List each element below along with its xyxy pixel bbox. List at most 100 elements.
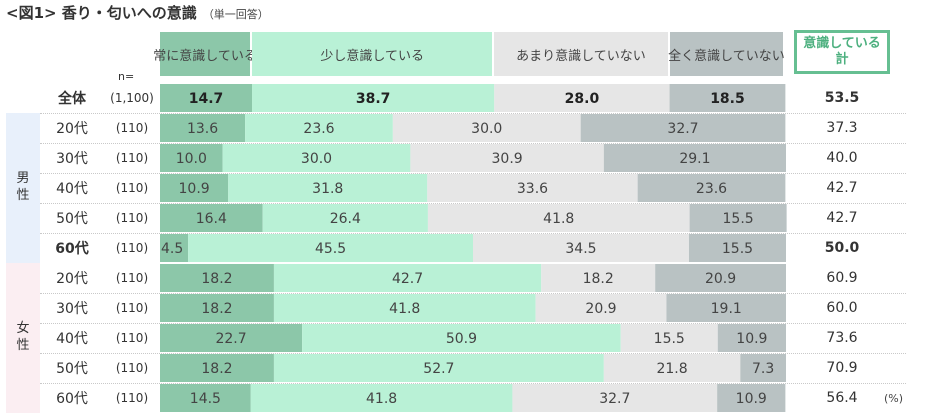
row-separator <box>40 353 906 354</box>
bar-value-label: 13.6 <box>187 121 218 137</box>
bar-segment <box>262 204 428 232</box>
bar-value-label: 30.0 <box>301 151 332 167</box>
bar-value-label: 29.1 <box>679 151 710 167</box>
row-separator <box>40 203 906 204</box>
chart-title-note: （単一回答） <box>202 8 269 21</box>
bar-value-label: 23.6 <box>696 181 727 197</box>
bar-value-label: 26.4 <box>330 211 361 227</box>
n-label: n= <box>118 70 135 83</box>
row-total: 70.9 <box>826 360 858 376</box>
bar-segment <box>427 204 690 232</box>
group-label-char: 性 <box>16 188 30 203</box>
bar-value-label: 41.8 <box>389 301 420 317</box>
bar-value-label: 15.5 <box>722 241 753 257</box>
bar-segment <box>160 174 229 202</box>
bar-value-label: 14.5 <box>190 391 221 407</box>
chart-title: <図1> 香り・匂いへの意識 （単一回答） <box>6 2 269 23</box>
bar-value-label: 10.9 <box>736 331 767 347</box>
bar-segment <box>160 354 274 382</box>
row-total: 73.6 <box>826 330 858 346</box>
bar-segment <box>688 234 786 262</box>
bar-segment <box>669 84 786 112</box>
bar-segment <box>603 354 741 382</box>
bar-value-label: 14.7 <box>189 91 224 107</box>
bar-segment <box>494 84 670 112</box>
bar-value-label: 20.9 <box>585 301 616 317</box>
row-label: 50代 <box>56 211 88 227</box>
bar-segment <box>580 114 786 142</box>
row-n: (110) <box>115 271 149 285</box>
total-column-header: 意識している 計 <box>794 30 890 74</box>
bar-value-label: 18.2 <box>583 271 614 287</box>
bar-value-label: 10.9 <box>179 181 210 197</box>
legend-item-4: 全く意識していない <box>668 32 785 76</box>
bar-value-label: 20.9 <box>705 271 736 287</box>
row-total: 40.0 <box>826 150 858 166</box>
bar-segment <box>273 354 604 382</box>
bar-value-label: 34.5 <box>565 241 596 257</box>
unit-label: (%) <box>884 392 904 405</box>
row-total: 53.5 <box>824 90 860 106</box>
row-separator <box>40 323 906 324</box>
row-total: 42.7 <box>826 180 858 196</box>
bar-value-label: 30.0 <box>471 121 502 137</box>
row-n: (110) <box>115 151 149 165</box>
bar-value-label: 15.5 <box>723 211 754 227</box>
total-header-line-1: 意識している <box>803 35 881 51</box>
row-n: (110) <box>115 391 149 405</box>
group-label-char: 性 <box>16 338 30 353</box>
bar-value-label: 18.2 <box>201 301 232 317</box>
row-n: (1,100) <box>110 91 154 105</box>
bar-segment <box>427 174 638 202</box>
bar-value-label: 23.6 <box>303 121 334 137</box>
row-separator <box>40 143 906 144</box>
bar-segment <box>620 324 718 352</box>
bar-segment <box>160 324 303 352</box>
bar-value-label: 15.5 <box>654 331 685 347</box>
row-separator <box>40 293 906 294</box>
row-label: 50代 <box>56 361 88 377</box>
row-separator <box>40 233 906 234</box>
row-label: 20代 <box>56 121 88 137</box>
bar-segment <box>512 384 718 412</box>
group-label-1: 男性 <box>6 113 40 263</box>
bar-value-label: 21.8 <box>656 361 687 377</box>
row-n: (110) <box>115 241 149 255</box>
bar-value-label: 32.7 <box>599 391 630 407</box>
bar-value-label: 50.9 <box>446 331 477 347</box>
bar-segment <box>410 144 604 172</box>
group-label-char: 女 <box>16 321 30 337</box>
bar-value-label: 28.0 <box>565 91 600 107</box>
bar-value-label: 30.9 <box>492 151 523 167</box>
row-n: (110) <box>115 331 149 345</box>
row-total: 42.7 <box>826 210 858 226</box>
row-label: 30代 <box>56 301 88 317</box>
bar-segment <box>252 84 495 112</box>
bar-segment <box>717 384 786 412</box>
bar-segment <box>160 114 246 142</box>
legend-item-2: 少し意識している <box>252 32 493 76</box>
bar-segment <box>160 84 253 112</box>
row-total: 37.3 <box>826 120 858 136</box>
bar-value-label: 4.5 <box>161 241 183 257</box>
row-label: 40代 <box>56 181 88 197</box>
row-total: 60.0 <box>826 300 858 316</box>
bar-segment <box>541 264 656 292</box>
bar-value-label: 45.5 <box>315 241 346 257</box>
row-total: 50.0 <box>824 240 860 256</box>
bar-segment <box>160 294 274 322</box>
bar-segment <box>160 264 274 292</box>
row-label: 40代 <box>56 331 88 347</box>
bar-segment <box>655 264 786 292</box>
bar-segment <box>160 234 189 262</box>
row-label: 60代 <box>55 241 89 257</box>
row-separator <box>40 173 906 174</box>
bar-segment <box>603 144 786 172</box>
bar-segment <box>637 174 786 202</box>
bar-segment <box>302 324 621 352</box>
row-label: 60代 <box>56 391 88 407</box>
bar-value-label: 42.7 <box>392 271 423 287</box>
chart-title-text: <図1> 香り・匂いへの意識 <box>6 4 197 22</box>
row-n: (110) <box>115 361 149 375</box>
